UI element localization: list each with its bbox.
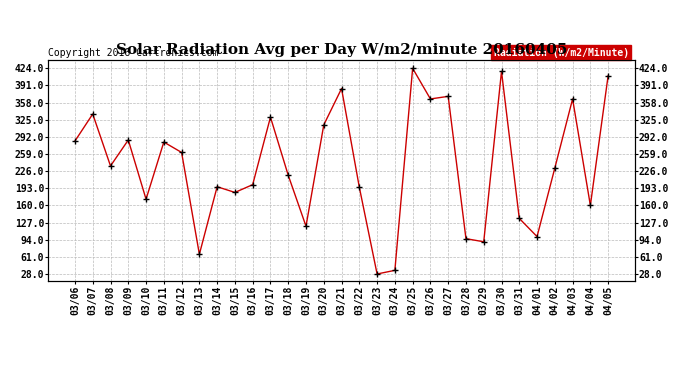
Text: Copyright 2016 Cartronics.com: Copyright 2016 Cartronics.com: [48, 48, 219, 58]
Title: Solar Radiation Avg per Day W/m2/minute 20160405: Solar Radiation Avg per Day W/m2/minute …: [116, 44, 567, 57]
Text: Radiation (W/m2/Minute): Radiation (W/m2/Minute): [494, 48, 629, 58]
